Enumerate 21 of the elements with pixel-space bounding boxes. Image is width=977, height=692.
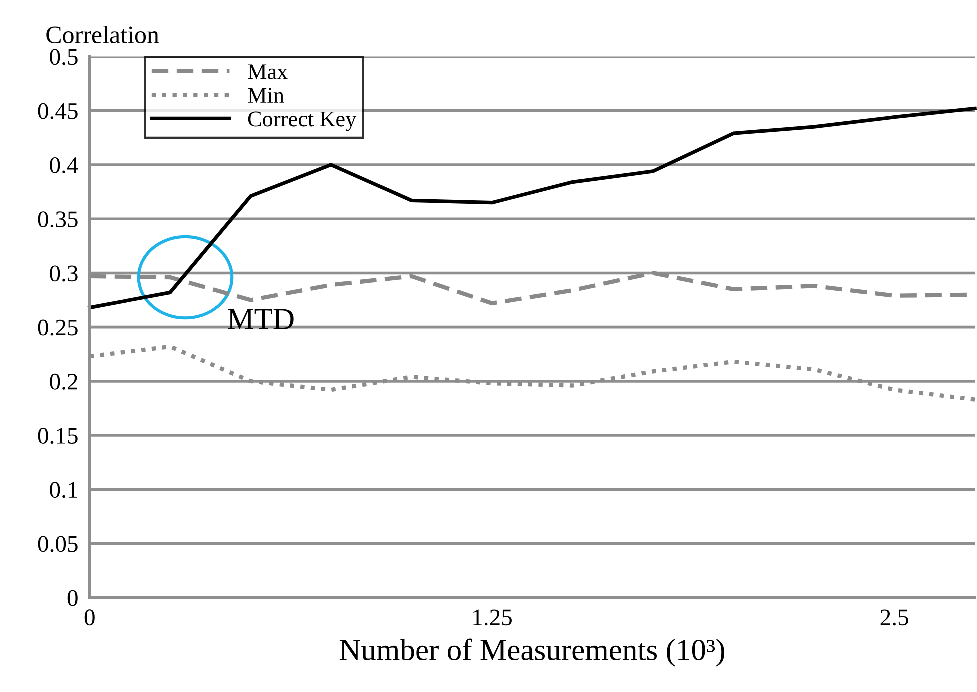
- x-tick-label: 0: [84, 610, 95, 626]
- y-tick-label: 0.15: [38, 428, 78, 444]
- legend-label: Max: [248, 64, 288, 80]
- y-tick-label: 0.35: [38, 212, 78, 228]
- y-tick-label: 0.45: [38, 103, 78, 120]
- x-tick-label: 1.25: [474, 610, 512, 626]
- y-tick-label: 0: [68, 590, 78, 606]
- line-series: [88, 106, 977, 310]
- y-tick-label: 0.3: [50, 266, 78, 282]
- annotation: MTD: [228, 309, 294, 330]
- legend-label: Correct Key: [248, 112, 357, 132]
- legend-label: Min: [248, 88, 284, 103]
- y-tick-label: 0.25: [38, 320, 78, 336]
- y-tick-label: 0.4: [50, 157, 78, 174]
- y-axis-title: Correlation: [46, 26, 160, 44]
- x-tick-label: 2.5: [880, 610, 908, 626]
- x-axis-title: Number of Measurements (10³): [340, 638, 724, 667]
- y-tick-label: 0.5: [50, 49, 78, 66]
- y-tick-label: 0.05: [38, 536, 78, 552]
- y-tick-label: 0.2: [50, 374, 78, 390]
- y-tick-label: 0.1: [50, 482, 78, 498]
